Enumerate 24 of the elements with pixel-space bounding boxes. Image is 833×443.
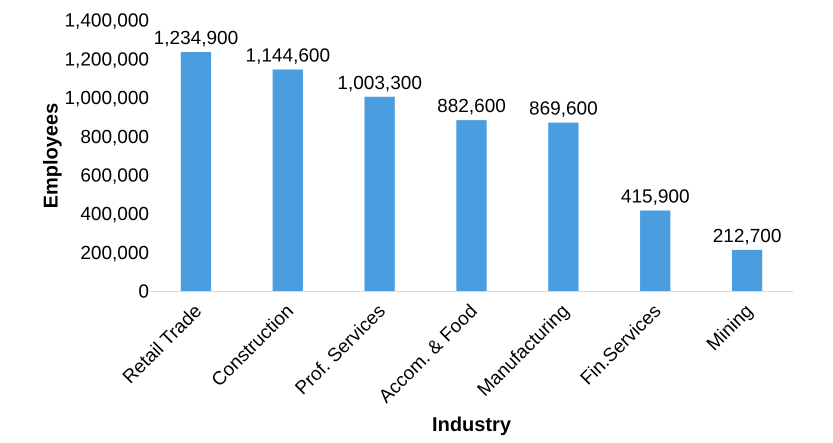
bar [548, 122, 579, 291]
data-label: 1,144,600 [246, 45, 330, 66]
y-tick-label: 1,400,000 [64, 10, 149, 32]
y-tick-label: 1,000,000 [64, 88, 149, 110]
y-tick-label: 800,000 [80, 126, 149, 148]
y-tick-label: 400,000 [80, 204, 149, 226]
bar [272, 69, 303, 291]
y-tick-label: 200,000 [80, 242, 149, 264]
data-label: 869,600 [529, 98, 598, 120]
bar [732, 250, 762, 291]
bar [456, 120, 487, 291]
y-tick-label: 0 [138, 282, 149, 303]
y-tick-label: 1,200,000 [64, 49, 149, 70]
data-label: 415,900 [620, 186, 690, 208]
bar [640, 210, 670, 291]
bar [364, 96, 395, 291]
x-axis-title: Industry [432, 414, 512, 436]
data-label: 1,003,300 [337, 72, 422, 94]
y-axis-title: Employees [40, 102, 62, 208]
y-tick-label: 600,000 [80, 166, 149, 187]
bar [180, 52, 212, 291]
data-label: 882,600 [437, 96, 506, 118]
data-label: 1,234,900 [154, 28, 238, 49]
data-label: 212,700 [712, 226, 782, 247]
